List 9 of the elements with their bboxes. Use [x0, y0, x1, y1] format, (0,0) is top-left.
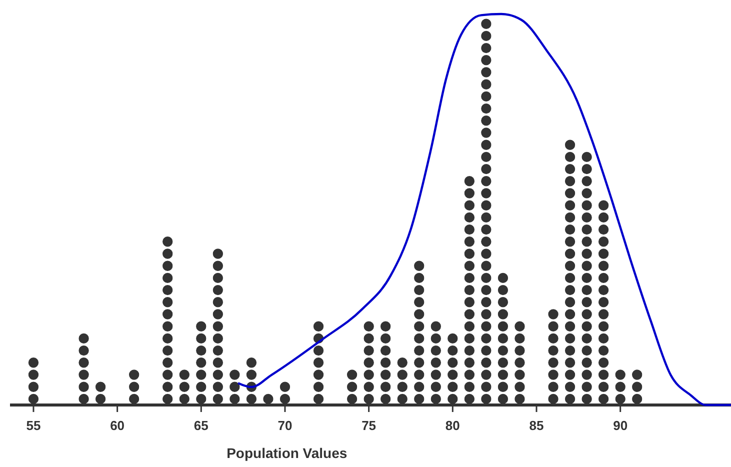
x-tick-label: 90 — [613, 418, 628, 433]
x-axis-title: Population Values — [226, 445, 348, 461]
x-tick-label: 60 — [110, 418, 125, 433]
x-tick-label: 55 — [26, 418, 41, 433]
x-tick-label: 70 — [278, 418, 292, 433]
x-tick-label: 85 — [529, 418, 544, 433]
x-tick-label: 80 — [445, 418, 460, 433]
x-tick-label: 65 — [194, 418, 208, 433]
x-tick-label: 75 — [362, 418, 376, 433]
